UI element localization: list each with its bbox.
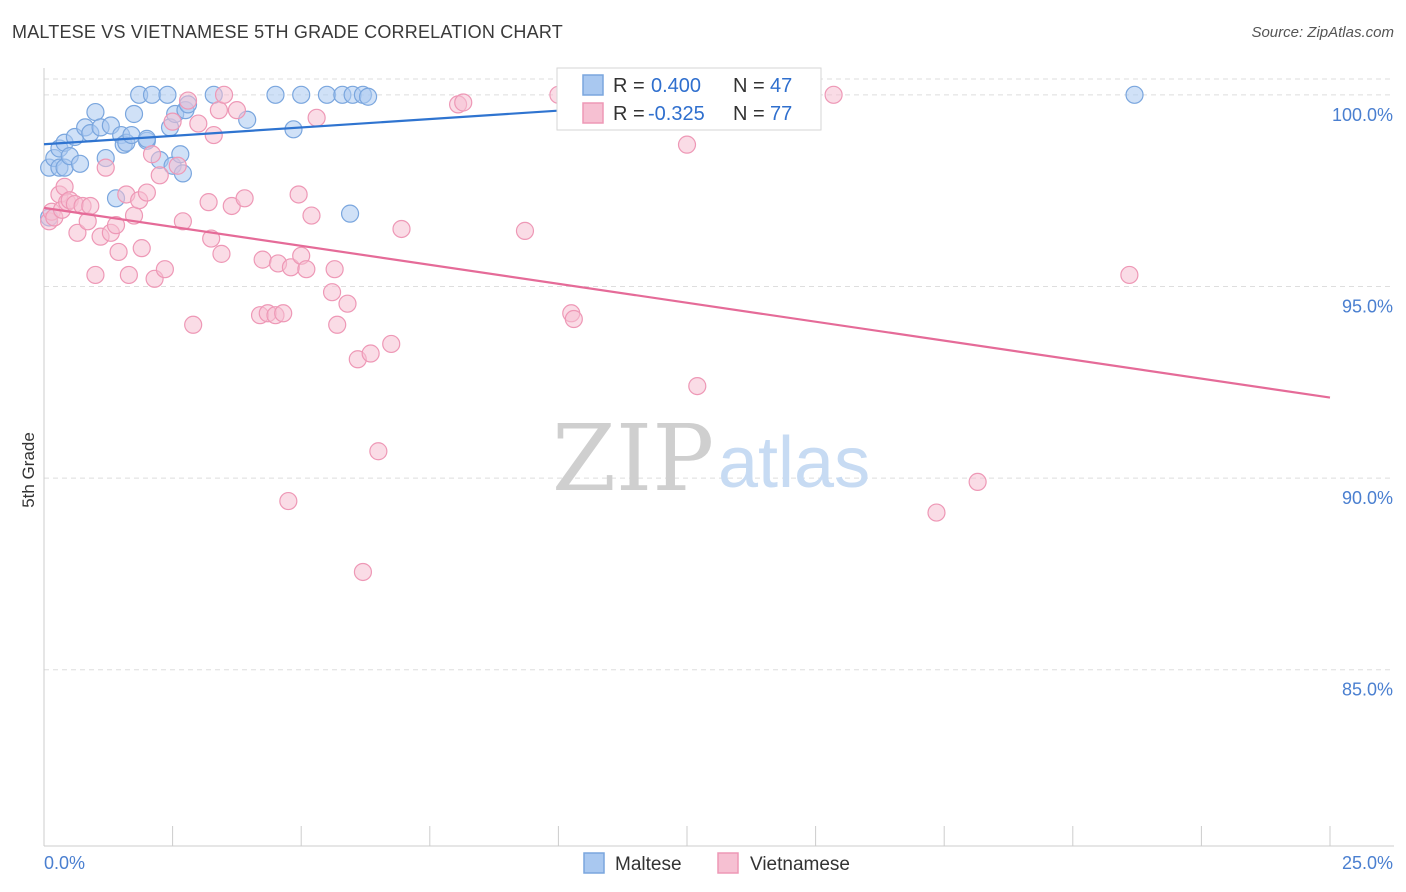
bottom-legend-label-vietnamese: Vietnamese [750, 854, 850, 875]
vietnamese-trend-line [43, 206, 1331, 399]
y-tick-label: 95.0% [1342, 296, 1393, 316]
vietnamese-point [297, 260, 316, 279]
vietnamese-point [353, 562, 373, 582]
vietnamese-point [163, 112, 182, 131]
watermark: ZIP atlas [552, 405, 870, 512]
vietnamese-point [564, 309, 583, 329]
vietnamese-point [209, 101, 228, 120]
vietnamese-point [968, 472, 987, 492]
vietnamese-point [212, 244, 231, 263]
legend-r-value-maltese: 0.400 [651, 75, 701, 97]
watermark-zip: ZIP [552, 405, 714, 512]
vietnamese-point [515, 221, 535, 240]
maltese-point [124, 104, 144, 124]
maltese-point [292, 85, 311, 104]
maltese-point [340, 204, 360, 223]
vietnamese-point [184, 315, 203, 334]
bottom-legend-label-maltese: Maltese [615, 854, 682, 875]
maltese-point [1125, 85, 1144, 104]
vietnamese-point [235, 189, 254, 208]
maltese-point [266, 85, 285, 104]
series-legend: Maltese Vietnamese [583, 852, 850, 875]
vietnamese-point [307, 108, 326, 127]
vietnamese-point [382, 334, 401, 354]
vietnamese-point [927, 503, 946, 522]
vietnamese-point [302, 206, 321, 225]
bottom-legend-swatch-vietnamese [717, 852, 739, 874]
bottom-legend-swatch-maltese [583, 852, 605, 874]
vietnamese-point [199, 193, 218, 212]
vietnamese-point [289, 185, 308, 204]
data-points [40, 85, 1144, 582]
vietnamese-point [322, 283, 342, 302]
legend-n-value-maltese: 47 [770, 75, 792, 97]
legend-n-label-maltese: N = [733, 75, 765, 97]
vietnamese-point [178, 91, 198, 110]
watermark-atlas: atlas [718, 423, 870, 503]
vietnamese-point [106, 216, 126, 235]
vietnamese-point [142, 145, 162, 164]
y-axis-title: 5th Grade [19, 432, 38, 508]
legend-n-label-vietnamese: N = [733, 103, 765, 125]
maltese-point [158, 85, 177, 104]
chart-title: MALTESE VS VIETNAMESE 5TH GRADE CORRELAT… [12, 22, 563, 42]
vietnamese-point [96, 158, 115, 177]
vietnamese-point [338, 294, 357, 313]
vietnamese-point [109, 242, 128, 262]
correlation-legend: R = 0.400 N = 47 R = -0.325 N = 77 [556, 67, 822, 131]
vietnamese-point [361, 344, 380, 363]
y-tick-label: 85.0% [1342, 680, 1393, 700]
vietnamese-point [150, 166, 169, 185]
source-credit: Source: ZipAtlas.com [1251, 24, 1394, 41]
vietnamese-point [1120, 265, 1139, 285]
vietnamese-point [214, 85, 234, 104]
vietnamese-point [204, 125, 223, 145]
vietnamese-point [253, 250, 272, 269]
maltese-point [122, 125, 141, 145]
vietnamese-point [227, 101, 246, 120]
legend-swatch-maltese [582, 74, 604, 96]
maltese-point [86, 102, 105, 122]
tick-labels: 85.0% 90.0% 95.0% 100.0% 0.0% 25.0% [44, 105, 1393, 873]
maltese-point [70, 154, 90, 173]
vietnamese-point [81, 196, 100, 216]
vietnamese-point [189, 114, 208, 133]
gridlines [44, 78, 1394, 671]
vietnamese-point [86, 265, 105, 285]
vietnamese-point [325, 260, 344, 279]
vietnamese-point [173, 212, 192, 231]
vietnamese-point [137, 183, 156, 202]
legend-swatch-vietnamese [582, 102, 604, 124]
legend-r-value-vietnamese: -0.325 [648, 103, 705, 125]
vietnamese-point [68, 223, 87, 242]
vietnamese-point [454, 93, 473, 112]
vietnamese-point [168, 156, 187, 175]
x-tick-label: 0.0% [44, 853, 85, 873]
legend-n-value-vietnamese: 77 [770, 103, 792, 125]
vietnamese-point [279, 491, 298, 511]
y-tick-label: 90.0% [1342, 488, 1393, 508]
x-tick-label: 25.0% [1342, 853, 1393, 873]
maltese-point [142, 85, 162, 104]
vietnamese-point [824, 85, 843, 104]
y-tick-label: 100.0% [1332, 105, 1393, 125]
vietnamese-point [274, 304, 293, 323]
vietnamese-point [677, 135, 697, 154]
vietnamese-point [369, 442, 388, 461]
vietnamese-point [155, 260, 174, 279]
vietnamese-point [132, 239, 151, 258]
maltese-point [317, 85, 337, 104]
maltese-point [358, 87, 378, 106]
vietnamese-point [202, 229, 221, 248]
vietnamese-point [688, 376, 707, 396]
vietnamese-point [119, 265, 138, 285]
vietnamese-point [328, 315, 347, 334]
vietnamese-point [392, 219, 411, 239]
legend-r-label-maltese: R = [613, 75, 645, 97]
legend-r-label-vietnamese: R = [613, 103, 645, 125]
axes [43, 68, 1394, 847]
